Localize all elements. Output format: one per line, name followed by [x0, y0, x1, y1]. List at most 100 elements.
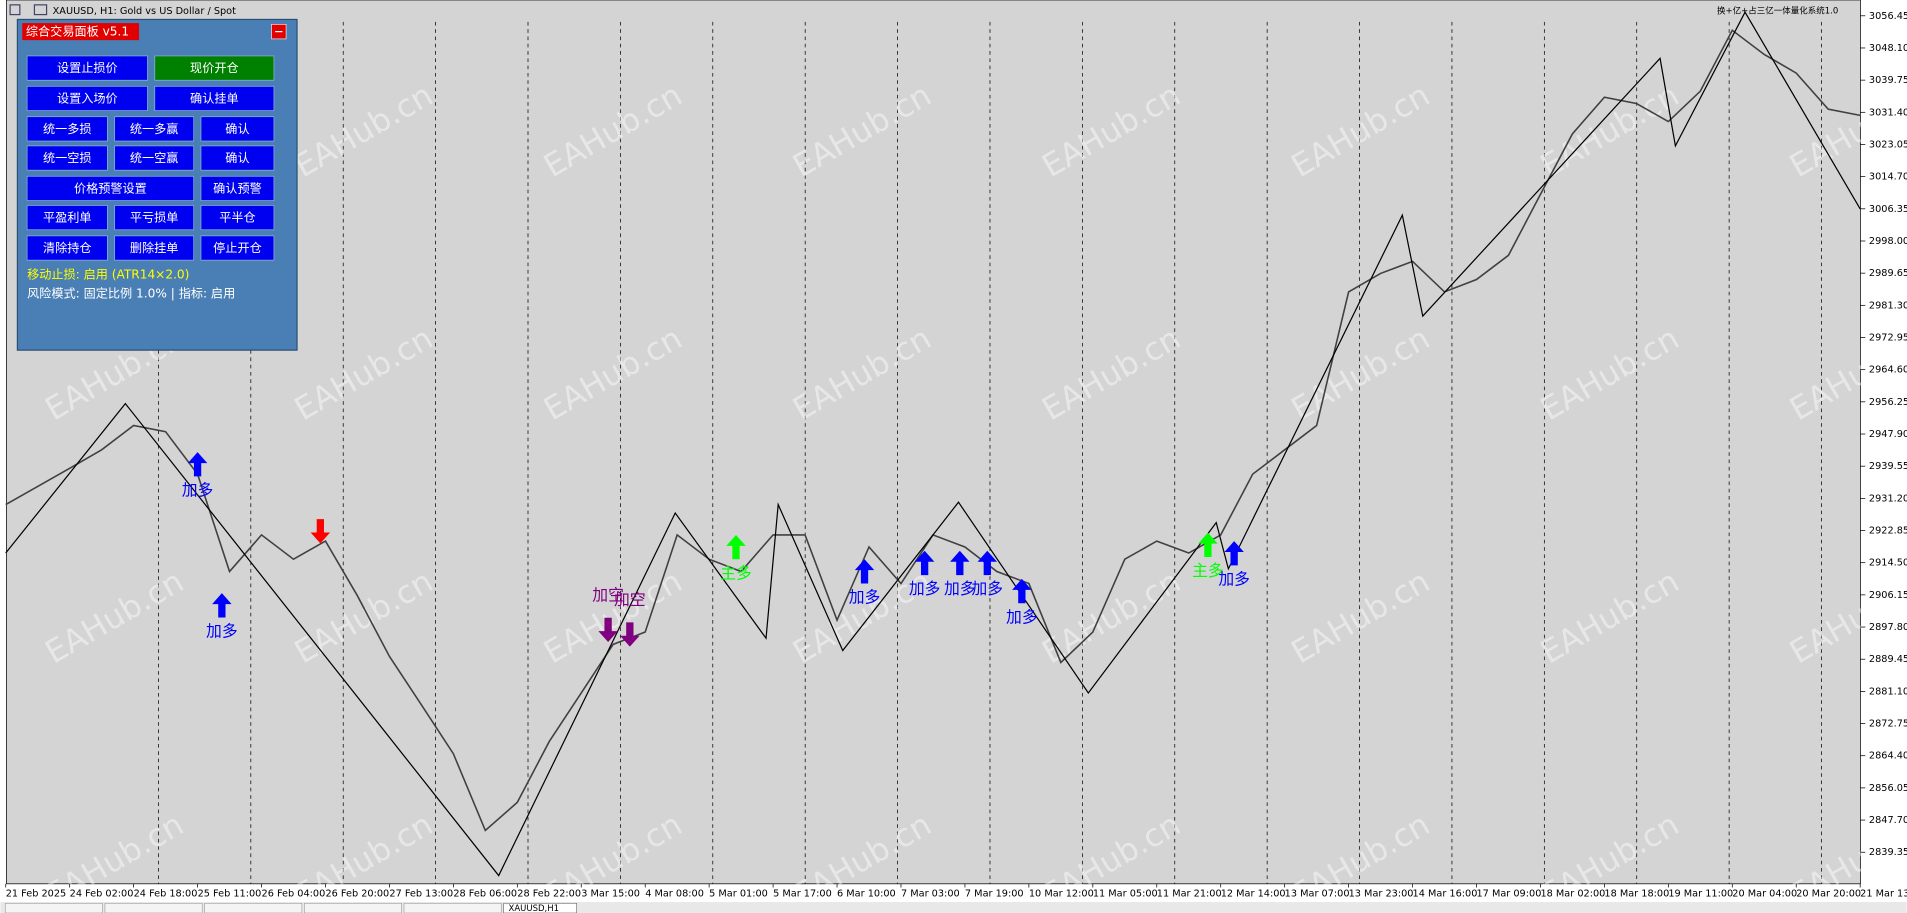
x-tick-label: 14 Mar 16:00	[1413, 889, 1478, 900]
signal-label: 加空	[614, 590, 646, 609]
y-tick-label: 2972.95	[1869, 333, 1907, 344]
x-tick-label: 6 Mar 10:00	[837, 889, 896, 900]
button-label: 确认	[225, 122, 249, 136]
panel-button[interactable]: 确认	[200, 116, 275, 142]
y-tick-label: 2839.35	[1869, 847, 1907, 858]
x-tick-label: 26 Feb 04:00	[262, 889, 326, 900]
signal-arrow	[950, 550, 970, 576]
panel-button[interactable]: 统一多损	[26, 116, 108, 142]
panel-button[interactable]: 现价开仓	[154, 55, 275, 81]
button-bg	[26, 85, 148, 111]
tab-label: XAUUSD,H1	[509, 904, 560, 913]
panel-button[interactable]: 统一空损	[26, 145, 108, 171]
x-tick-label: 19 Mar 11:00	[1668, 889, 1733, 900]
panel-button[interactable]: 确认挂单	[154, 85, 275, 111]
y-tick-label: 3023.05	[1869, 139, 1907, 150]
panel-button[interactable]: 确认	[200, 145, 275, 171]
indicator-name: 换+亿+占三亿一体量化系统1.0	[1717, 5, 1838, 16]
button-label: 设置入场价	[57, 92, 118, 106]
x-tick-label: 12 Mar 14:00	[1221, 889, 1286, 900]
x-tick-label: 11 Mar 05:00	[1093, 889, 1158, 900]
button-bg	[154, 55, 275, 81]
x-tick-label: 18 Mar 18:00	[1604, 889, 1669, 900]
y-tick-label: 2897.80	[1869, 622, 1907, 633]
x-tick-label: 26 Feb 20:00	[325, 889, 389, 900]
y-tick-label: 2939.55	[1869, 461, 1907, 472]
panel-button[interactable]: 确认预警	[200, 175, 275, 201]
panel-button[interactable]: 平亏损单	[114, 205, 195, 231]
button-label: 平盈利单	[43, 211, 92, 225]
y-tick-label: 2922.85	[1869, 526, 1907, 537]
y-tick-label: 2981.30	[1869, 300, 1907, 311]
button-bg	[200, 175, 275, 201]
tab[interactable]	[403, 902, 502, 913]
button-bg	[26, 175, 195, 201]
y-tick-label: 2989.65	[1869, 268, 1907, 279]
panel-button[interactable]: 清除持仓	[26, 235, 108, 261]
y-tick-label: 2964.60	[1869, 365, 1907, 376]
y-tick-label: 3014.70	[1869, 172, 1907, 183]
signal-label: 加多	[182, 481, 214, 500]
y-tick-label: 2906.15	[1869, 590, 1907, 601]
tab-active[interactable]	[503, 902, 577, 913]
button-label: 统一多赢	[130, 121, 179, 136]
signal-label: 加多	[1006, 607, 1038, 626]
button-bg	[26, 205, 108, 231]
signal-label: 主多	[720, 563, 752, 582]
signal-arrow	[310, 519, 331, 544]
y-tick-label: 2889.45	[1869, 654, 1907, 665]
panel-button[interactable]: 价格预警设置	[26, 175, 195, 201]
button-label: 统一空损	[43, 151, 92, 165]
y-tick-label: 2956.25	[1869, 397, 1907, 408]
signal-label: 主多	[1192, 561, 1224, 580]
signal-arrow	[598, 617, 618, 643]
panel-button[interactable]: 平盈利单	[26, 205, 108, 231]
button-label: 设置止损价	[57, 61, 118, 75]
button-bg	[200, 145, 275, 171]
x-tick-label: 11 Mar 21:00	[1157, 889, 1222, 900]
y-tick-label: 2947.90	[1869, 429, 1907, 440]
x-tick-label: 7 Mar 03:00	[901, 889, 960, 900]
icon	[33, 4, 48, 16]
tab[interactable]	[104, 902, 203, 913]
button-label: 确认预警	[213, 181, 262, 196]
y-tick-label: 3048.10	[1869, 43, 1907, 54]
panel-button[interactable]: 平半仓	[200, 205, 275, 231]
signal-arrow	[1012, 578, 1032, 604]
panel-button[interactable]: 统一多赢	[114, 116, 195, 142]
signal-arrow	[726, 534, 746, 560]
x-tick-label: 7 Mar 19:00	[965, 889, 1024, 900]
panel-title-bg	[22, 23, 139, 41]
button-bg	[154, 85, 275, 111]
panel-status: 风险模式: 固定比例 1.0% | 指标: 启用	[27, 286, 235, 301]
button-bg	[200, 235, 275, 261]
panel-button[interactable]: 设置入场价	[26, 85, 148, 111]
x-tick-label: 28 Feb 22:00	[517, 889, 581, 900]
x-tick-label: 24 Feb 18:00	[134, 889, 198, 900]
x-tick-label: 5 Mar 01:00	[709, 889, 768, 900]
signal-arrow	[977, 550, 998, 576]
x-tick-label: 24 Feb 02:00	[70, 889, 134, 900]
button-label: 确认挂单	[190, 92, 239, 106]
separators	[158, 21, 1822, 884]
tab[interactable]	[204, 902, 303, 913]
signal-arrow	[854, 559, 875, 584]
panel-title: 综合交易面板 v5.1	[26, 24, 129, 39]
panel-button[interactable]: 停止开仓	[200, 235, 275, 261]
button-bg	[200, 116, 275, 142]
panel-button[interactable]: 设置止损价	[26, 55, 148, 81]
tab[interactable]	[304, 902, 402, 913]
x-tick-label: 5 Mar 17:00	[773, 889, 832, 900]
y-tick-label: 3006.35	[1869, 204, 1907, 215]
x-tick-label: 25 Feb 11:00	[198, 889, 262, 900]
signal-label: 加多	[1218, 570, 1250, 589]
signal-label: 加多	[909, 579, 941, 598]
x-tick-label: 18 Mar 02:00	[1540, 889, 1605, 900]
button-bg	[26, 55, 148, 81]
panel-status: 移动止损: 启用 (ATR14×2.0)	[27, 267, 189, 281]
panel-button[interactable]: 删除挂单	[114, 235, 195, 261]
panel-button[interactable]: 统一空赢	[114, 145, 195, 171]
tab[interactable]	[4, 902, 103, 913]
y-tick-label: 2864.40	[1869, 751, 1907, 762]
